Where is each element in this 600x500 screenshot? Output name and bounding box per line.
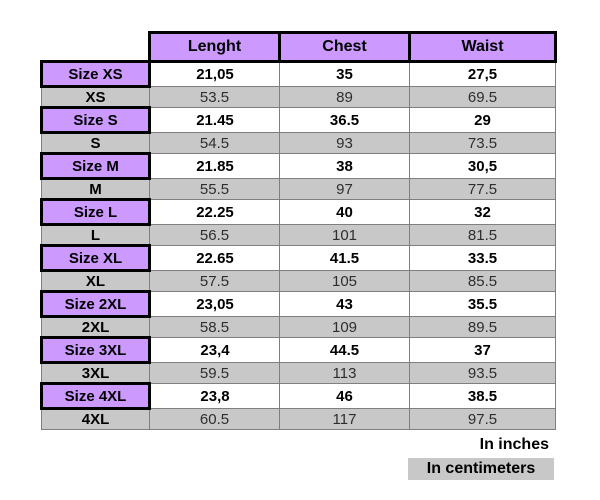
table-row: L 56.5 101 81.5 <box>41 224 556 246</box>
value-cell: 21.45 <box>149 107 280 133</box>
table-row: Size M 21.85 38 30,5 <box>40 152 556 180</box>
value-cell: 109 <box>279 316 410 338</box>
value-cell: 35.5 <box>409 291 556 317</box>
value-cell: 22.25 <box>149 199 280 225</box>
value-cell: 44.5 <box>279 337 410 363</box>
value-cell: 85.5 <box>409 270 556 292</box>
column-header-length: Lenght <box>148 31 281 63</box>
value-cell: 21,05 <box>149 61 280 87</box>
value-cell: 35 <box>279 61 410 87</box>
size-label-cell: Size 2XL <box>40 290 151 318</box>
size-label-cell: XS <box>41 86 150 108</box>
legend-inches-label: In inches <box>479 436 549 453</box>
size-label-cell: XL <box>41 270 150 292</box>
table-row: Size XL 22.65 41.5 33.5 <box>40 244 556 272</box>
value-cell: 23,05 <box>149 291 280 317</box>
value-cell: 93.5 <box>409 362 556 384</box>
size-label-cell: S <box>41 132 150 154</box>
value-cell: 93 <box>279 132 410 154</box>
value-cell: 21.85 <box>149 153 280 179</box>
corner-cell <box>41 32 150 62</box>
table-row: 3XL 59.5 113 93.5 <box>41 362 556 384</box>
value-cell: 58.5 <box>149 316 280 338</box>
value-cell: 32 <box>409 199 556 225</box>
value-cell: 97.5 <box>409 408 556 430</box>
value-cell: 27,5 <box>409 61 556 87</box>
value-cell: 59.5 <box>149 362 280 384</box>
value-cell: 46 <box>279 383 410 409</box>
table-row: Size XS 21,05 35 27,5 <box>40 60 556 88</box>
table-row: Size 4XL 23,8 46 38.5 <box>40 382 556 410</box>
size-label-cell: Size 3XL <box>40 336 151 364</box>
value-cell: 22.65 <box>149 245 280 271</box>
value-cell: 43 <box>279 291 410 317</box>
size-label-cell: L <box>41 224 150 246</box>
table-header-row: Lenght Chest Waist <box>41 31 557 63</box>
table-row: Size S 21.45 36.5 29 <box>40 106 556 134</box>
value-cell: 40 <box>279 199 410 225</box>
value-cell: 81.5 <box>409 224 556 246</box>
value-cell: 33.5 <box>409 245 556 271</box>
size-label-cell: 4XL <box>41 408 150 430</box>
value-cell: 56.5 <box>149 224 280 246</box>
value-cell: 41.5 <box>279 245 410 271</box>
value-cell: 69.5 <box>409 86 556 108</box>
value-cell: 29 <box>409 107 556 133</box>
value-cell: 54.5 <box>149 132 280 154</box>
table-row: XL 57.5 105 85.5 <box>41 270 556 292</box>
size-label-cell: Size XS <box>40 60 151 88</box>
table-row: 4XL 60.5 117 97.5 <box>41 408 556 430</box>
size-label-cell: M <box>41 178 150 200</box>
value-cell: 73.5 <box>409 132 556 154</box>
size-table-body: Size XS 21,05 35 27,5 XS 53.5 89 69.5 Si… <box>40 60 556 430</box>
value-cell: 60.5 <box>149 408 280 430</box>
value-cell: 23,8 <box>149 383 280 409</box>
value-cell: 37 <box>409 337 556 363</box>
value-cell: 53.5 <box>149 86 280 108</box>
size-chart-table: Lenght Chest Waist Size XS 21,05 35 27,5… <box>40 31 557 430</box>
value-cell: 117 <box>279 408 410 430</box>
table-row: 2XL 58.5 109 89.5 <box>41 316 556 338</box>
value-cell: 101 <box>279 224 410 246</box>
value-cell: 77.5 <box>409 178 556 200</box>
value-cell: 38 <box>279 153 410 179</box>
value-cell: 89 <box>279 86 410 108</box>
value-cell: 57.5 <box>149 270 280 292</box>
value-cell: 105 <box>279 270 410 292</box>
table-row: Size 2XL 23,05 43 35.5 <box>40 290 556 318</box>
size-label-cell: Size L <box>40 198 151 226</box>
legend-centimeters-label: In centimeters <box>408 458 554 480</box>
size-label-cell: Size XL <box>40 244 151 272</box>
column-header-waist: Waist <box>408 31 557 63</box>
table-row: Size L 22.25 40 32 <box>40 198 556 226</box>
legend: In inches In centimeters <box>40 433 554 480</box>
size-label-cell: 2XL <box>41 316 150 338</box>
size-label-cell: 3XL <box>41 362 150 384</box>
table-row: XS 53.5 89 69.5 <box>41 86 556 108</box>
value-cell: 38.5 <box>409 383 556 409</box>
value-cell: 89.5 <box>409 316 556 338</box>
size-label-cell: Size S <box>40 106 151 134</box>
table-row: S 54.5 93 73.5 <box>41 132 556 154</box>
value-cell: 97 <box>279 178 410 200</box>
value-cell: 113 <box>279 362 410 384</box>
value-cell: 36.5 <box>279 107 410 133</box>
column-header-chest: Chest <box>278 31 411 63</box>
size-label-cell: Size M <box>40 152 151 180</box>
table-row: Size 3XL 23,4 44.5 37 <box>40 336 556 364</box>
value-cell: 30,5 <box>409 153 556 179</box>
table-row: M 55.5 97 77.5 <box>41 178 556 200</box>
size-label-cell: Size 4XL <box>40 382 151 410</box>
value-cell: 23,4 <box>149 337 280 363</box>
value-cell: 55.5 <box>149 178 280 200</box>
